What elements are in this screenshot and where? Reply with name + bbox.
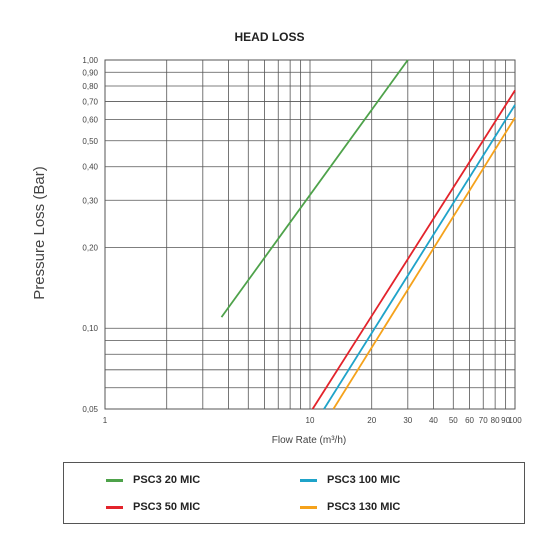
y-tick-label: 0,70 (82, 98, 98, 107)
grid-layer (104, 59, 516, 410)
x-axis-title: Flow Rate (m³/h) (272, 435, 346, 446)
x-tick-label: 70 (479, 416, 488, 425)
legend-swatch-psc3-20 (106, 478, 123, 482)
legend: PSC3 20 MIC PSC3 50 MIC PSC3 100 MIC PSC… (63, 462, 525, 524)
y-tick-label: 1,00 (82, 56, 98, 65)
legend-label-psc3-100: PSC3 100 MIC (327, 474, 401, 486)
legend-item-psc3-100: PSC3 100 MIC (300, 474, 400, 486)
x-tick-label: 20 (367, 416, 376, 425)
y-tick-label: 0,90 (82, 68, 98, 77)
tick-labels: 0,05 0,10 0,20 0,30 0,40 0,50 0,60 0,70 0,80 0,90… (82, 56, 522, 425)
y-tick-label: 0,05 (82, 405, 98, 414)
y-tick-label: 0,60 (82, 116, 98, 125)
series-line-psc3-100-mic (323, 104, 516, 410)
y-axis-title: Pressure Loss (Bar) (31, 166, 48, 299)
series-line-psc3-130-mic (332, 117, 516, 410)
plot-frame (104, 59, 516, 410)
x-tick-label: 1 (103, 416, 108, 425)
chart-title: HEAD LOSS (234, 30, 305, 44)
series-line-psc3-50-mic (311, 89, 516, 410)
x-tick-label: 60 (465, 416, 474, 425)
y-tick-label: 0,20 (82, 243, 98, 252)
series-lines (220, 59, 516, 410)
y-tick-label: 0,50 (82, 137, 98, 146)
legend-item-psc3-130: PSC3 130 MIC (300, 501, 400, 513)
x-tick-label: 80 (491, 416, 500, 425)
x-tick-label: 90 (501, 416, 510, 425)
x-tick-label: 50 (449, 416, 458, 425)
legend-swatch-psc3-50 (106, 505, 123, 509)
x-tick-label: 40 (429, 416, 438, 425)
legend-label-psc3-50: PSC3 50 MIC (133, 501, 201, 513)
legend-item-psc3-50: PSC3 50 MIC (106, 501, 200, 513)
x-tick-label: 30 (403, 416, 412, 425)
legend-label-psc3-130: PSC3 130 MIC (327, 501, 401, 513)
legend-swatch-psc3-130 (300, 505, 317, 509)
y-tick-label: 0,10 (82, 324, 98, 333)
legend-item-psc3-20: PSC3 20 MIC (106, 474, 200, 486)
y-tick-label: 0,30 (82, 196, 98, 205)
x-tick-label: 100 (508, 416, 522, 425)
x-tick-label: 10 (306, 416, 315, 425)
y-tick-label: 0,40 (82, 163, 98, 172)
legend-swatch-psc3-100 (300, 478, 317, 482)
legend-label-psc3-20: PSC3 20 MIC (133, 474, 201, 486)
series-line-psc3-20-mic (220, 59, 409, 318)
y-tick-label: 0,80 (82, 82, 98, 91)
